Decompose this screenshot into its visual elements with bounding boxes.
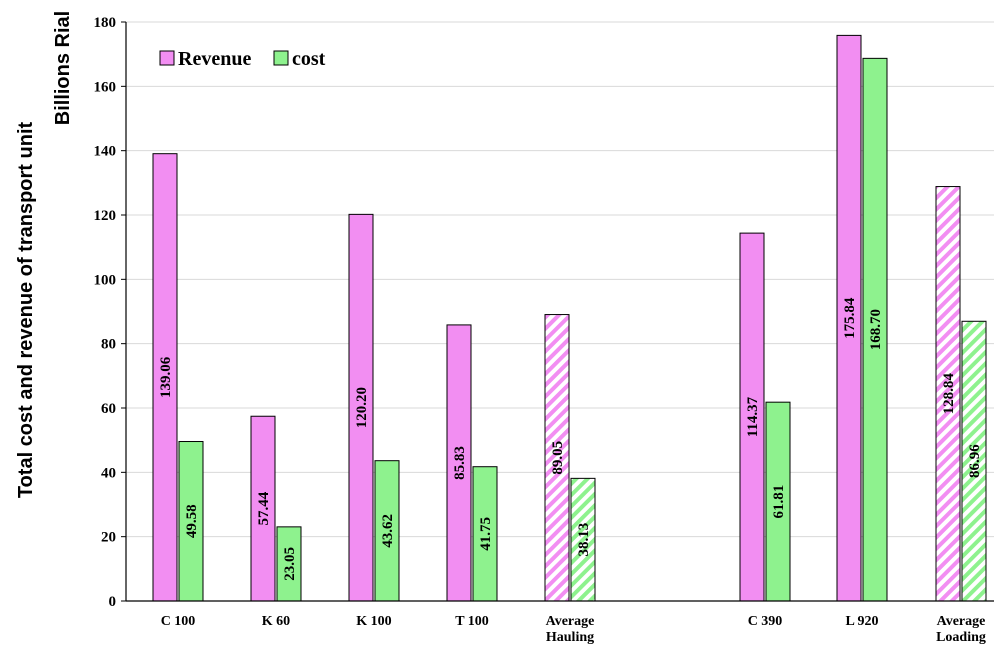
y-tick-label: 180 <box>94 15 117 31</box>
x-tick-label: Hauling <box>546 630 594 645</box>
y-tick-label: 20 <box>101 530 116 546</box>
data-label-cost: 38.13 <box>576 523 592 557</box>
legend: Revenue cost <box>159 48 326 70</box>
data-label-revenue: 89.05 <box>550 441 566 475</box>
data-label-cost: 86.96 <box>967 444 983 478</box>
y-tick-label: 140 <box>94 144 117 160</box>
data-label-revenue: 128.84 <box>941 373 957 415</box>
y-tick-label: 80 <box>101 337 116 353</box>
data-label-cost: 61.81 <box>771 485 787 519</box>
bars: 139.06 49.58 57.44 23.05 120.20 43.62 85.83 41.… <box>152 34 987 602</box>
y-axis-title: Total cost and revenue of transport unit <box>15 121 37 498</box>
bar-cost <box>961 320 987 602</box>
data-label-cost: 43.62 <box>380 514 396 548</box>
bar-revenue <box>446 324 472 602</box>
data-label-cost: 49.58 <box>184 504 200 538</box>
y-tick-label: 160 <box>94 79 117 95</box>
y-tick-label: 0 <box>109 594 117 610</box>
x-tick-label: Average <box>937 614 986 629</box>
bar-cost <box>765 401 791 602</box>
data-label-cost: 23.05 <box>282 547 298 581</box>
unit-label: Billions Rial <box>52 11 74 125</box>
data-label-cost: 41.75 <box>478 517 494 551</box>
legend-label-revenue: Revenue <box>178 48 251 70</box>
data-label-revenue: 114.37 <box>745 396 761 437</box>
bar-cost <box>472 466 498 602</box>
data-label-revenue: 57.44 <box>256 491 272 525</box>
x-tick-label: C 100 <box>161 614 196 629</box>
data-label-cost: 168.70 <box>868 309 884 350</box>
data-label-revenue: 139.06 <box>158 356 174 398</box>
y-tick-label: 60 <box>101 401 116 417</box>
data-label-revenue: 175.84 <box>842 297 858 339</box>
x-tick-label: C 390 <box>748 614 783 629</box>
x-tick-label: Average <box>546 614 595 629</box>
bar-revenue <box>152 153 178 602</box>
bar-revenue <box>935 186 961 602</box>
bar-revenue <box>836 34 862 602</box>
x-tick-label: K 100 <box>356 614 391 629</box>
bar-revenue <box>739 232 765 602</box>
legend-swatch-revenue <box>159 50 175 66</box>
legend-label-cost: cost <box>292 48 326 70</box>
y-tick-label: 100 <box>94 272 117 288</box>
axes <box>125 22 994 602</box>
data-label-revenue: 120.20 <box>354 387 370 428</box>
x-tick-label: Loading <box>936 630 986 645</box>
bar-cost <box>862 57 888 602</box>
x-tick-label: L 920 <box>845 614 878 629</box>
x-tick-label: T 100 <box>455 614 489 629</box>
y-tick-labels: 0 20 40 60 80 100 120 140 160 180 <box>94 15 126 610</box>
legend-swatch-cost <box>273 50 289 66</box>
y-tick-label: 120 <box>94 208 117 224</box>
y-tick-label: 40 <box>101 465 116 481</box>
data-label-revenue: 85.83 <box>452 446 468 480</box>
x-tick-label: K 60 <box>262 614 290 629</box>
bar-revenue <box>544 314 570 602</box>
